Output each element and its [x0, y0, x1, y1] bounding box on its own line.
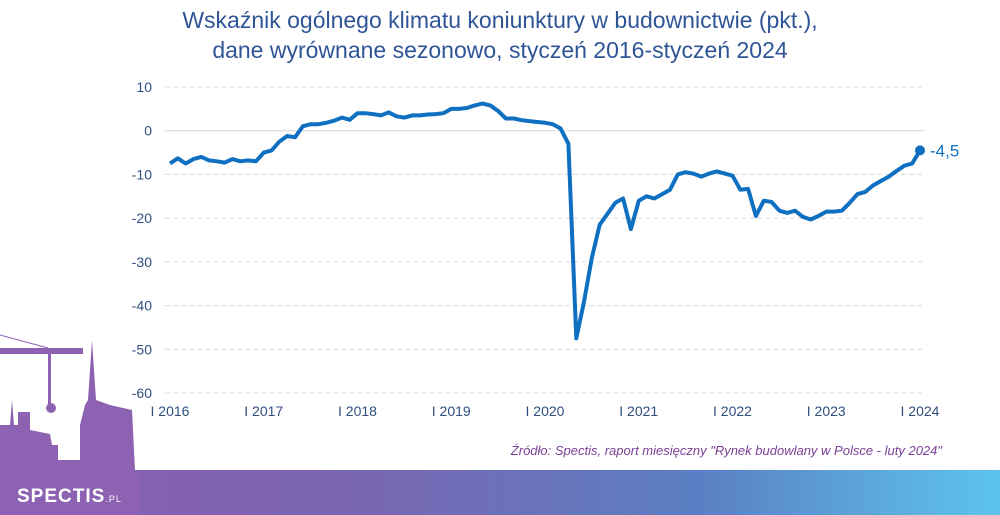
x-tick-label: I 2018 [338, 403, 377, 419]
skyline-crane-illustration [0, 334, 140, 515]
last-value-label: -4,5 [930, 141, 959, 160]
last-point-marker [915, 145, 925, 156]
x-tick-label: I 2020 [526, 403, 565, 419]
y-tick-label: -40 [132, 298, 152, 314]
x-tick-label: I 2019 [432, 403, 471, 419]
x-tick-label: I 2021 [619, 403, 658, 419]
y-tick-label: -10 [132, 166, 152, 182]
footer-gradient-band [0, 470, 1000, 515]
y-tick-label: 0 [144, 123, 152, 139]
y-tick-label: -60 [132, 385, 152, 401]
x-tick-label: I 2016 [151, 403, 190, 419]
y-tick-label: -30 [132, 254, 152, 270]
source-note: Źródło: Spectis, raport miesięczny "Ryne… [510, 443, 942, 458]
logo-text: SPECTIS [17, 486, 106, 507]
x-tick-label: I 2023 [807, 403, 846, 419]
chart-subtitle: dane wyrównane sezonowo, styczeń 2016-st… [212, 37, 788, 63]
y-tick-label: 10 [136, 79, 152, 95]
line-chart: 10 0 -10 -20 -30 -40 -50 -60 I 2016 I 2017 I 2018… [132, 79, 960, 419]
logo-suffix: .PL [105, 494, 122, 504]
x-tick-label: I 2022 [713, 403, 752, 419]
chart-title: Wskaźnik ogólnego klimatu koniunktury w … [182, 7, 818, 33]
x-tick-label: I 2024 [901, 403, 940, 419]
spectis-logo: SPECTIS.PL [17, 486, 122, 508]
y-tick-label: -20 [132, 210, 152, 226]
series-line [168, 101, 922, 341]
y-tick-label: -50 [132, 341, 152, 357]
x-tick-label: I 2017 [244, 403, 283, 419]
